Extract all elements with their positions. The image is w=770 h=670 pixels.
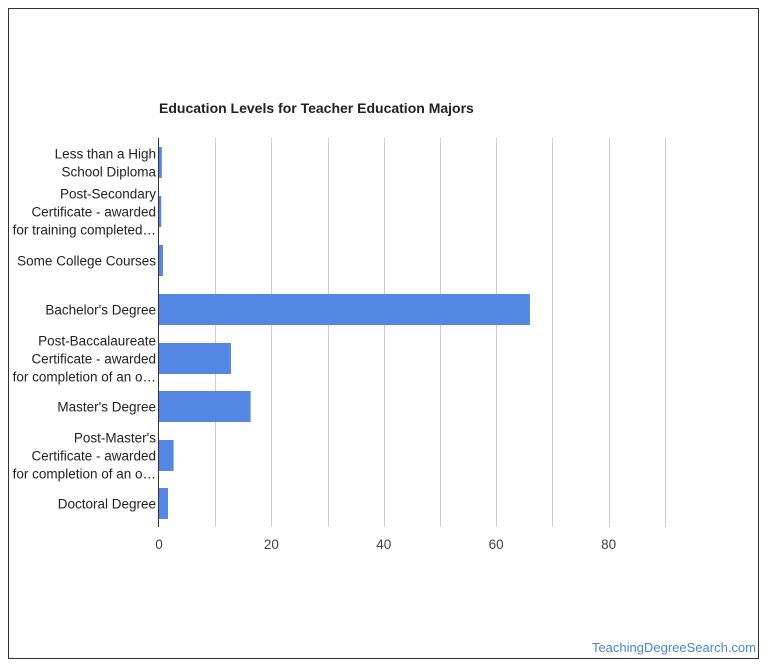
category-label: Less than a High School Diploma	[55, 147, 157, 180]
bar[interactable]	[159, 440, 174, 471]
bar[interactable]	[159, 147, 162, 178]
category-label: Post-Baccalaureate Certificate - awarded f…	[13, 334, 156, 385]
bar[interactable]	[159, 343, 231, 374]
bar[interactable]	[159, 391, 251, 422]
gridlines	[215, 138, 666, 527]
chart-title: Education Levels for Teacher Education M…	[159, 100, 474, 116]
category-label: Some College Courses	[17, 254, 156, 269]
bar[interactable]	[159, 488, 168, 519]
category-label: Master's Degree	[57, 400, 156, 415]
bars	[159, 147, 530, 519]
bar[interactable]	[159, 245, 163, 276]
x-tick-label: 80	[601, 537, 616, 552]
category-label: Bachelor's Degree	[45, 303, 156, 318]
chart-frame	[8, 8, 759, 659]
x-tick-label: 40	[376, 537, 391, 552]
watermark-link[interactable]: TeachingDegreeSearch.com	[591, 640, 756, 655]
x-tick-label: 0	[155, 537, 163, 552]
category-label: Doctoral Degree	[58, 497, 156, 512]
category-label: Post-Secondary Certificate - awarded for t…	[13, 187, 157, 238]
bar[interactable]	[159, 196, 162, 227]
x-tick-label: 20	[264, 537, 279, 552]
bar[interactable]	[159, 294, 530, 325]
category-label: Post-Master's Certificate - awarded for co…	[13, 431, 157, 482]
category-labels: Less than a High School Diploma Post-Secon…	[13, 147, 157, 512]
x-tick-label: 60	[489, 537, 504, 552]
x-tick-labels: 0 20 40 60 80	[155, 537, 616, 552]
